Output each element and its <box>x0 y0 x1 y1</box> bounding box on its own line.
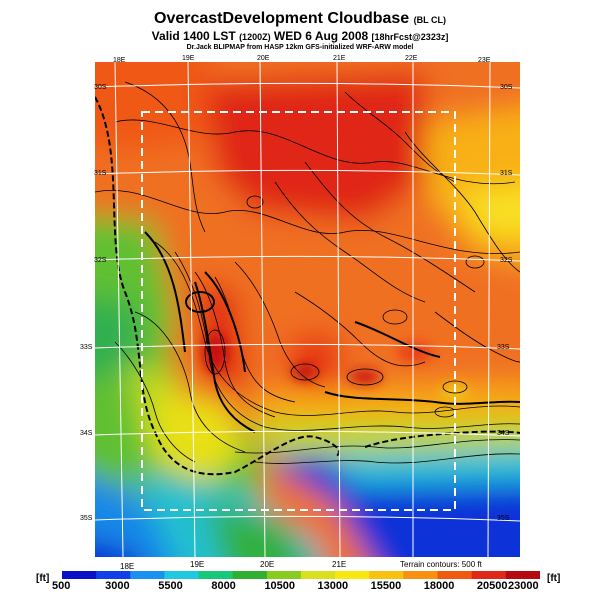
legend-swatch <box>335 571 370 579</box>
coastline <box>95 96 520 476</box>
legend-value-label: 23000 <box>508 580 539 592</box>
legend-swatch <box>437 571 473 579</box>
legend-swatch <box>301 571 336 579</box>
lon-label-top-21e: 21E <box>333 55 346 62</box>
map-canvas <box>95 62 520 557</box>
legend-swatch <box>403 571 439 579</box>
lat-label-left-30s: 30S <box>94 84 107 91</box>
domain-boundary <box>141 111 456 511</box>
lon-label-top-19e: 19E <box>182 55 195 62</box>
legend-swatch <box>369 571 404 579</box>
lat-label-left-35s: 35S <box>80 515 93 522</box>
legend-swatch <box>232 571 268 579</box>
lon-label-top-23e: 23E <box>478 57 491 64</box>
legend-swatch <box>198 571 234 579</box>
lat-label-right-33s: 33S <box>497 344 510 351</box>
lat-label-right-35s: 35S <box>497 515 510 522</box>
lon-label-bottom-21e: 21E <box>332 560 347 569</box>
lon-label-bottom-18e: 18E <box>120 562 135 571</box>
lat-label-left-31s: 31S <box>94 170 107 177</box>
chart-title: OvercastDevelopment Cloudbase (BL CL) <box>154 10 446 27</box>
legend-swatch <box>505 571 540 579</box>
legend-swatch <box>266 571 302 579</box>
lat-label-right-31s: 31S <box>500 170 513 177</box>
bold-contours <box>144 231 520 433</box>
legend-swatch <box>96 571 131 579</box>
terrain-contours <box>95 81 520 464</box>
forecast-map <box>95 62 520 557</box>
legend-value-label: 5500 <box>158 580 183 592</box>
terrain-contour-note: Terrain contours: 500 ft <box>400 560 482 569</box>
legend-swatch <box>471 571 507 579</box>
legend-value-label: 3000 <box>105 580 130 592</box>
legend-value-label: 18000 <box>423 580 455 592</box>
legend-unit-left: [ft] <box>36 573 50 584</box>
cloudbase-field <box>95 62 520 557</box>
legend-swatch <box>62 571 97 579</box>
lon-label-top-18e: 18E <box>113 57 126 64</box>
legend-value-label: 13000 <box>317 580 349 592</box>
lon-label-top-20e: 20E <box>257 55 270 62</box>
legend-swatch <box>164 571 200 579</box>
lat-lon-grid <box>95 62 520 557</box>
legend-unit-right: [ft] <box>547 573 561 584</box>
legend-value-label: 8000 <box>211 580 236 592</box>
legend-value-label: 15500 <box>370 580 402 592</box>
lon-label-bottom-20e: 20E <box>260 560 275 569</box>
legend-value-label: 20500 <box>476 580 508 592</box>
legend-value-label: 10500 <box>264 580 296 592</box>
detail-layer <box>203 332 469 399</box>
color-legend-bar <box>62 571 540 579</box>
lat-label-left-33s: 33S <box>80 344 93 351</box>
valid-time: Valid 1400 LST (1200Z) WED 6 Aug 2008 [1… <box>151 29 449 43</box>
legend-swatch <box>130 571 165 579</box>
lon-label-bottom-19e: 19E <box>190 560 205 569</box>
model-credit: Dr.Jack BLIPMAP from HASP 12km GFS-initi… <box>186 44 414 51</box>
lat-label-right-34s: 34S <box>497 430 510 437</box>
lat-label-left-34s: 34S <box>80 430 93 437</box>
lat-label-right-32s: 32S <box>500 257 513 264</box>
lat-label-left-32s: 32S <box>94 257 107 264</box>
lon-label-top-22e: 22E <box>405 55 418 62</box>
legend-value-label: 500 <box>52 580 71 592</box>
lat-label-right-30s: 30S <box>500 84 513 91</box>
